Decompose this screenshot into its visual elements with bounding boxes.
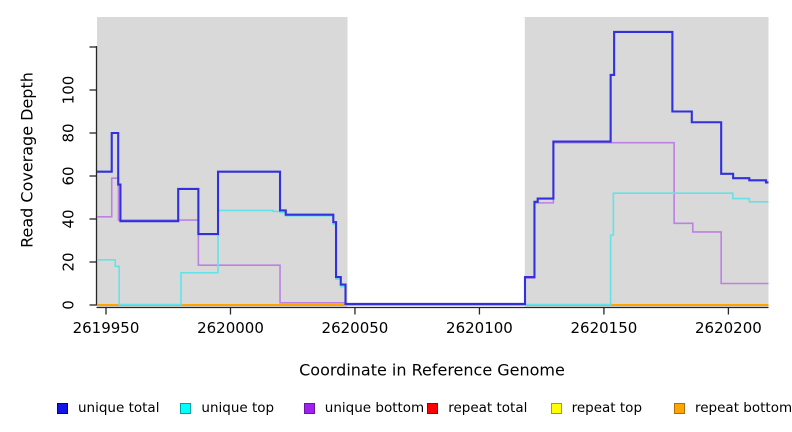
x-tick-label: 2620150 [571,319,638,337]
y-tick-label: 20 [59,252,77,271]
legend-swatch-icon [180,402,192,414]
legend-item-repeat-bottom: repeat bottom [674,400,792,416]
legend-label: repeat bottom [695,400,792,416]
legend-item-repeat-total: repeat total [427,400,528,416]
legend-swatch-icon [550,402,562,414]
legend-label: unique bottom [324,400,425,416]
legend-label: repeat top [571,400,643,416]
legend-swatch-icon [427,402,439,414]
y-tick-label: 80 [59,123,77,142]
legend-label: repeat total [448,400,528,416]
x-tick-label: 2619950 [73,319,140,337]
legend-item-repeat-top: repeat top [550,400,643,416]
legend-item-unique-top: unique top [180,400,275,416]
x-tick-label: 2620200 [695,319,762,337]
y-tick-label: 0 [59,300,77,310]
legend-swatch-icon [674,402,685,414]
y-tick-label: 100 [59,76,77,105]
legend-swatch-icon [303,402,315,414]
legend-item-unique-bottom: unique bottom [303,400,425,416]
y-tick-label: 60 [59,166,77,185]
legend-label: unique total [78,400,160,416]
legend-swatch-icon [57,402,68,414]
series-unique-total-line [97,30,769,305]
legend-item-unique-total: unique total [57,400,160,416]
y-axis-title: Read Coverage Depth [17,72,37,248]
x-axis-title: Coordinate in Reference Genome [299,360,565,380]
x-tick-label: 2620050 [322,319,389,337]
x-tick-label: 2620000 [197,319,264,337]
y-tick-label: 40 [59,209,77,228]
x-tick-label: 2620100 [446,319,513,337]
shaded-region [97,17,348,308]
legend-label: unique top [201,400,275,416]
shaded-region [524,17,769,308]
